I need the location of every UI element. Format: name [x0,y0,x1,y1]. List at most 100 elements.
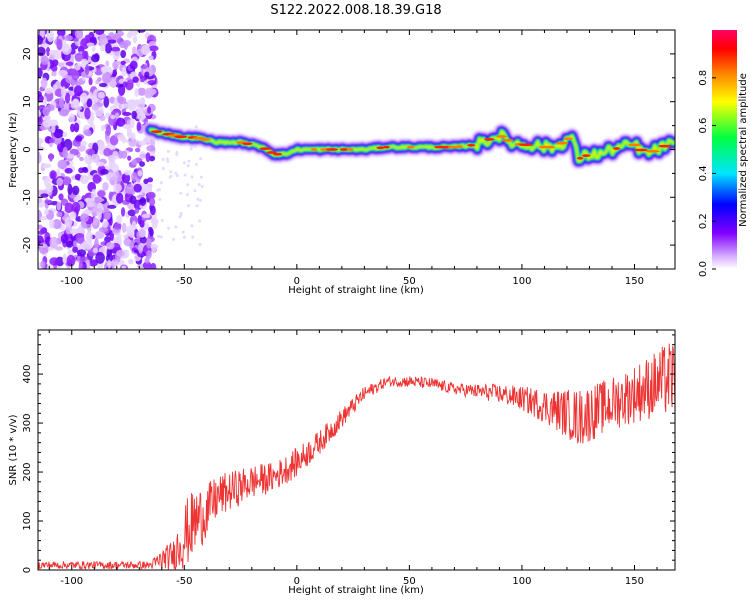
noise-speck [95,230,105,239]
noise-speck [43,199,53,204]
faint-speck [165,157,169,161]
noise-speck [56,201,62,211]
noise-speck [105,253,114,263]
noise-speck [40,43,50,48]
noise-speck [102,182,109,191]
faint-speck [189,147,193,151]
ridge-peak [555,141,569,145]
noise-speck [116,214,123,224]
ridge-peak [544,145,556,149]
noise-speck [68,113,75,123]
noise-speck [110,47,121,52]
noise-speck [53,128,64,139]
noise-speck [137,140,147,146]
faint-speck [190,224,194,228]
noise-speck [139,97,145,104]
noise-speck [57,159,68,170]
y-tick-label: 10 [22,95,33,108]
noise-speck [117,150,123,159]
noise-speck [130,132,136,141]
noise-speck [127,209,136,217]
noise-speck [67,183,73,196]
noise-speck [99,33,108,46]
ridge-peak [242,142,253,146]
noise-speck [45,46,51,57]
ridge-peak [339,148,349,151]
noise-speck [131,46,137,55]
noise-speck [100,66,108,74]
noise-speck [103,96,110,108]
noise-speck [48,138,55,144]
noise-speck [54,246,64,251]
noise-speck [141,184,149,193]
noise-speck [148,55,154,61]
ridge-peak [406,145,415,149]
faint-speck [174,225,178,229]
noise-speck [42,106,50,117]
faint-speck [167,226,171,230]
noise-speck [148,45,159,52]
noise-speck [64,92,71,104]
noise-speck [144,71,150,78]
noise-speck [105,241,115,250]
faint-speck [186,193,190,197]
noise-speck [134,88,139,97]
noise-speck [110,259,119,267]
noise-speck [134,208,140,214]
noise-speck [115,117,126,127]
noise-speck [72,246,78,253]
y-tick-label: 200 [22,462,33,481]
noise-speck [56,38,63,50]
faint-speck [172,237,176,241]
noise-speck [131,110,137,120]
noise-speck [84,107,91,120]
noise-speck [79,92,88,104]
noise-speck [137,170,143,177]
noise-speck [58,97,65,109]
noise-speck [49,257,59,266]
ridge-peak [266,151,277,154]
figure-title: S122.2022.008.18.39.G18 [270,3,441,18]
noise-speck [45,184,54,193]
faint-speck [166,149,170,153]
noise-speck [108,216,113,226]
noise-speck [103,147,112,157]
noise-speck [75,135,83,142]
noise-speck [70,123,76,133]
x-tick-label: 0 [294,276,300,287]
noise-speck [43,114,51,122]
ridge-peak [174,135,188,139]
faint-speck [198,198,202,202]
x-tick-label: 100 [512,276,531,287]
faint-speck [200,184,204,188]
noise-speck [65,61,74,66]
snr-ticks: -100 -50 0 50 100 150 0 100 200 300 400 [22,330,675,587]
noise-speck [38,114,43,125]
noise-speck [56,30,66,37]
noise-speck [56,168,61,178]
faint-speck [182,161,186,165]
noise-speck [40,55,49,66]
noise-speck [122,124,132,130]
noise-speck [56,211,63,218]
ridge-peak [645,149,660,153]
noise-speck [139,161,146,167]
colorbar-gradient [712,30,737,269]
noise-speck [120,207,126,217]
noise-speck [74,64,81,71]
noise-speck [146,88,157,95]
noise-speck [95,161,105,167]
noise-speck [65,240,74,248]
noise-speck [147,184,153,194]
faint-speck [168,175,172,179]
y-tick-label: 400 [22,365,33,384]
spectrogram-y-axis-label: Frequency (Hz) [8,112,19,188]
noise-speck [88,77,93,86]
noise-speck [113,183,122,193]
faint-speck [158,198,162,202]
noise-speck [69,211,77,220]
faint-speck [193,189,197,193]
x-tick-label: -100 [60,576,83,587]
noise-speck [110,114,116,120]
noise-speck [86,42,95,47]
